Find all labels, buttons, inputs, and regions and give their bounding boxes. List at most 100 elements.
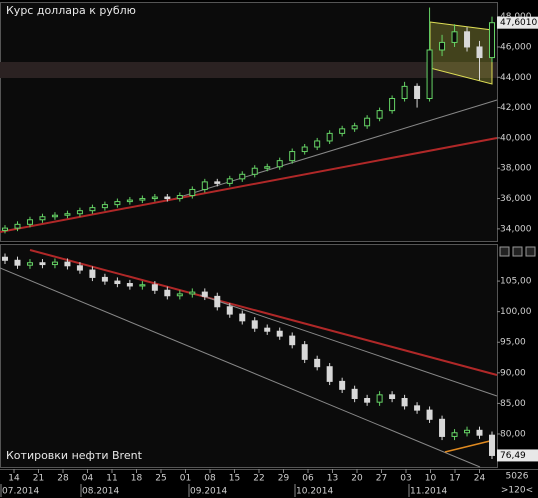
trend-line (444, 439, 495, 453)
candle-body (264, 327, 271, 332)
x-tick-label: 18 (131, 474, 143, 484)
zoom[interactable]: >120< (501, 486, 533, 496)
candle-body (14, 259, 21, 266)
candle-body (151, 196, 158, 200)
candle-body (176, 293, 183, 297)
y-tick-label: 40,000 (500, 133, 532, 143)
candle-body (389, 394, 396, 400)
candle-body (489, 434, 495, 456)
candle-body (89, 269, 96, 278)
candle-body (226, 178, 233, 184)
candle-body (301, 146, 308, 153)
y-tick-label: 100,00 (500, 307, 532, 317)
candle-body (214, 295, 221, 308)
candle-body (476, 429, 483, 436)
x-tick-label: 06 (302, 474, 314, 484)
candle-body (114, 201, 121, 206)
trend-line (169, 99, 498, 201)
candle-body (326, 132, 333, 142)
month-label: 10.2014 (296, 487, 333, 497)
candle-body (201, 181, 208, 190)
x-tick-label: 28 (57, 474, 69, 484)
x-tick-label: 20 (351, 474, 363, 484)
candle-body (451, 432, 458, 437)
candle-body (364, 398, 371, 403)
x-tick-label: 13 (327, 474, 338, 484)
candle-body (439, 41, 446, 51)
candle-body (51, 214, 58, 218)
panel-title: Котировки нефти Brent (6, 449, 143, 462)
candle-body (401, 398, 408, 407)
candle-body (76, 210, 83, 215)
candle-body (139, 198, 146, 201)
y-tick-label: 34,000 (500, 224, 532, 234)
candle-body (126, 199, 133, 203)
x-tick-label: 01 (180, 474, 191, 484)
candle-body (39, 262, 46, 266)
candle-body (326, 366, 333, 382)
candle-body (39, 216, 46, 221)
candle-body (339, 128, 346, 134)
candle-body (289, 151, 296, 162)
button[interactable] (499, 246, 510, 257)
candle-body (101, 276, 108, 282)
price-tag (497, 16, 538, 29)
candle-body (114, 280, 121, 285)
x-tick-label: 10 (425, 474, 437, 484)
trend-line (0, 267, 481, 468)
candle-body (2, 256, 8, 261)
y-tick-label: 90,00 (500, 368, 526, 378)
month-label: 08.2014 (82, 487, 119, 497)
month-label: 11.2014 (410, 487, 447, 497)
x-tick-label: 17 (449, 474, 460, 484)
candle-body (464, 31, 471, 48)
candle-body (2, 227, 8, 231)
y-tick-label: 42,000 (500, 103, 532, 113)
y-tick-label: 80,00 (500, 429, 526, 439)
x-tick-label: 14 (8, 474, 20, 484)
y-tick-label: 36,000 (500, 194, 532, 204)
candle-body (426, 409, 433, 420)
y-tick-label: 38,000 (500, 164, 532, 174)
candle-body (14, 223, 21, 229)
candle-body (276, 160, 283, 168)
panel-title: Курс доллара к рублю (6, 4, 136, 17)
x-tick-label: 04 (82, 474, 94, 484)
x-tick-label: 08 (204, 474, 216, 484)
candle-body (414, 85, 421, 100)
candle-body (489, 22, 495, 59)
candle-body (226, 306, 233, 315)
candle-body (364, 117, 371, 127)
candle-body (239, 173, 246, 180)
x-tick-label: 21 (33, 474, 44, 484)
month-label: 09.2014 (190, 487, 227, 497)
y-tick-label: 46,000 (500, 42, 532, 52)
y-tick-label: 95,00 (500, 338, 526, 348)
candle-body (251, 167, 258, 175)
price-label: 47,6010 (500, 18, 537, 28)
x-tick-label: 24 (474, 474, 486, 484)
candle-body (26, 262, 33, 266)
candle-body (76, 265, 83, 271)
candle-body (389, 98, 396, 112)
candle-body (339, 380, 346, 390)
candle-body (414, 405, 421, 411)
candle-body (351, 125, 358, 130)
candle-body (251, 320, 258, 329)
candle-body (189, 188, 196, 197)
x-tick-label: 11 (106, 474, 117, 484)
button[interactable] (512, 246, 523, 257)
x-tick-label: 15 (229, 474, 240, 484)
candle-body (439, 418, 446, 437)
button[interactable] (525, 246, 536, 257)
bottom-panel (0, 244, 498, 468)
candle-body (376, 110, 383, 119)
candle-body (189, 291, 196, 295)
trend-line (0, 137, 498, 233)
x-tick-label: 22 (253, 474, 264, 484)
candle-body (101, 204, 108, 209)
candle-body (214, 181, 221, 184)
trend-line (199, 294, 498, 397)
candle-body (351, 388, 358, 400)
